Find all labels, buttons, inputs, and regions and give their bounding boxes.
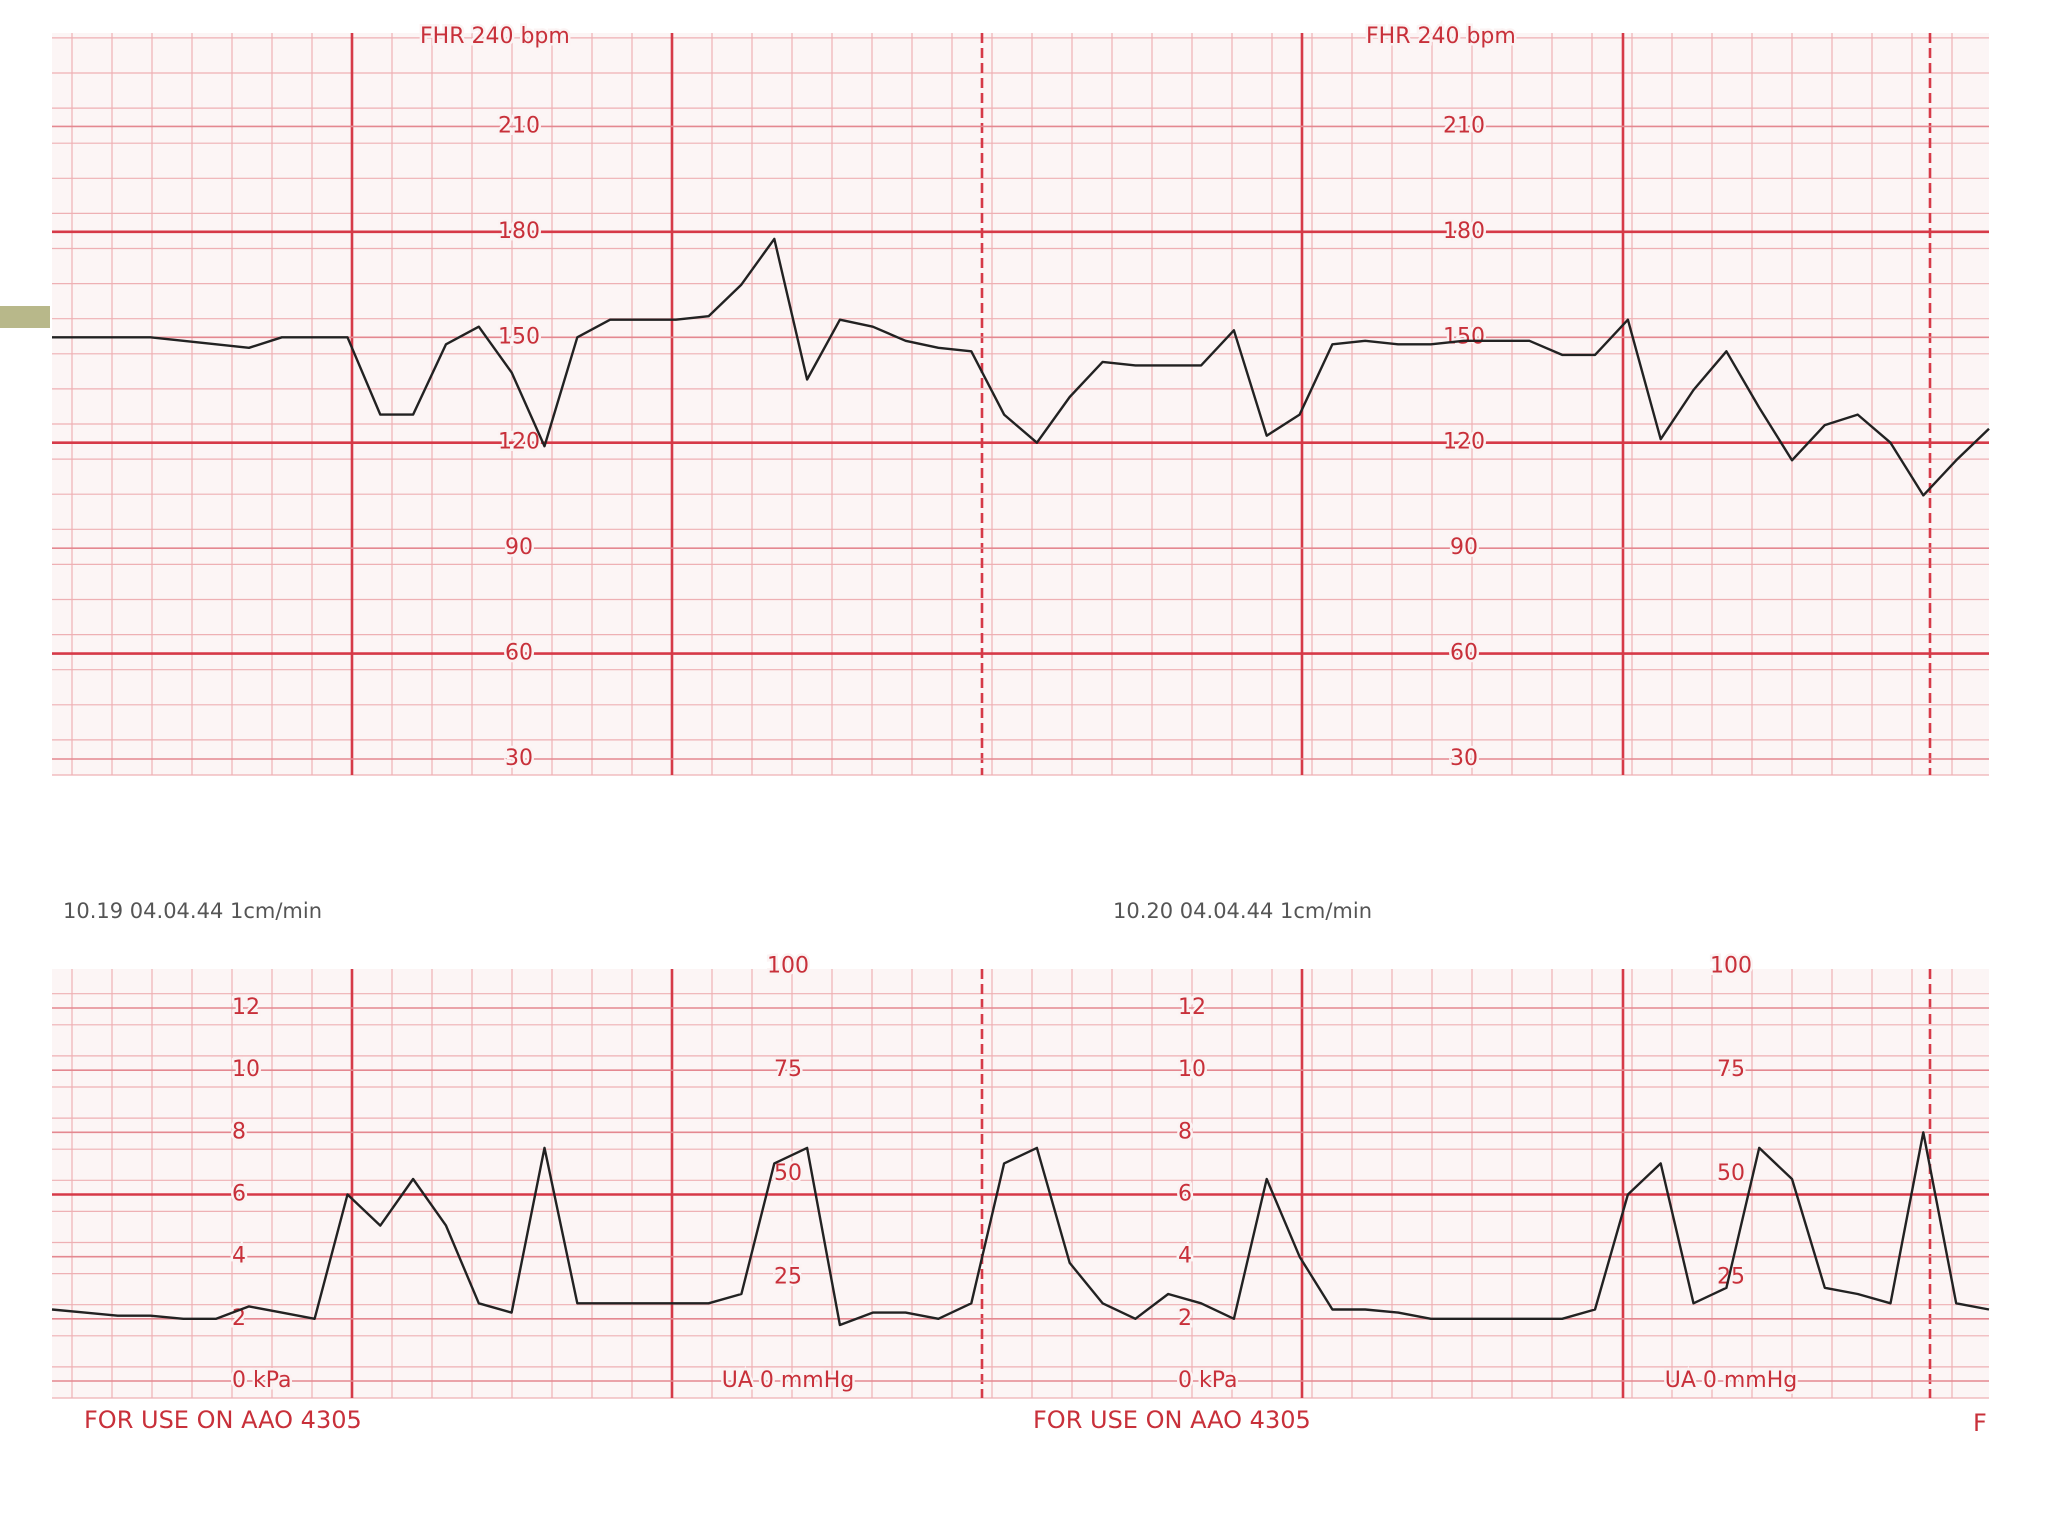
- y2-tick-label: 100: [767, 954, 809, 979]
- footer-text: FOR USE ON AAO 4305: [84, 1406, 362, 1434]
- y2-tick-label: 50: [1717, 1161, 1745, 1186]
- y-tick-label: 10: [232, 1057, 260, 1082]
- recorder-stamp: 10.20 04.04.44 1cm/min: [1113, 899, 1372, 923]
- ua-paper: [52, 969, 1989, 1398]
- y-tick-label: 120: [1443, 430, 1485, 455]
- axis-title: FHR 240 bpm: [1366, 24, 1516, 49]
- y2-tick-label: UA 0 mmHg: [1665, 1368, 1798, 1393]
- y-tick-label: 180: [498, 219, 540, 244]
- y-tick-label: 8: [232, 1119, 246, 1144]
- edge-mark: F: [1973, 1409, 1987, 1437]
- y-tick-label: 6: [1178, 1182, 1192, 1207]
- y-tick-label: 210: [1443, 113, 1485, 138]
- y2-tick-label: 75: [1717, 1057, 1745, 1082]
- y-tick-label: 8: [1178, 1119, 1192, 1144]
- y2-tick-label: 75: [774, 1057, 802, 1082]
- y2-tick-label: UA 0 mmHg: [722, 1368, 855, 1393]
- trace-line: [52, 237, 1990, 497]
- y-tick-label: 150: [1443, 324, 1485, 349]
- fhr-paper: [52, 33, 1989, 775]
- y-tick-label: 90: [505, 535, 533, 560]
- y-tick-label: 120: [498, 430, 540, 455]
- slide-accent: [0, 306, 50, 328]
- y-tick-label: 0 kPa: [232, 1368, 292, 1393]
- y-tick-label: 180: [1443, 219, 1485, 244]
- y2-tick-label: 50: [774, 1161, 802, 1186]
- y-tick-label: 12: [1178, 995, 1206, 1020]
- axis-title: FHR 240 bpm: [420, 24, 570, 49]
- trace-line: [51, 1131, 1990, 1327]
- y-tick-label: 4: [1178, 1244, 1192, 1269]
- y-tick-label: 12: [232, 995, 260, 1020]
- y2-tick-label: 100: [1710, 954, 1752, 979]
- y-tick-label: 60: [1450, 641, 1478, 666]
- y-tick-label: 10: [1178, 1057, 1206, 1082]
- y-tick-label: 150: [498, 324, 540, 349]
- y-tick-label: 210: [498, 113, 540, 138]
- y-tick-label: 60: [505, 641, 533, 666]
- y-tick-label: 4: [232, 1244, 246, 1269]
- footer-text: FOR USE ON AAO 4305: [1033, 1406, 1311, 1434]
- y-tick-label: 6: [232, 1182, 246, 1207]
- y-tick-label: 30: [505, 746, 533, 771]
- y-tick-label: 2: [1178, 1306, 1192, 1331]
- y2-tick-label: 25: [774, 1264, 802, 1289]
- y-tick-label: 0 kPa: [1178, 1368, 1238, 1393]
- grid-layer: [52, 33, 1989, 1399]
- y-tick-label: 30: [1450, 746, 1478, 771]
- recorder-stamp: 10.19 04.04.44 1cm/min: [63, 899, 322, 923]
- y-tick-label: 90: [1450, 535, 1478, 560]
